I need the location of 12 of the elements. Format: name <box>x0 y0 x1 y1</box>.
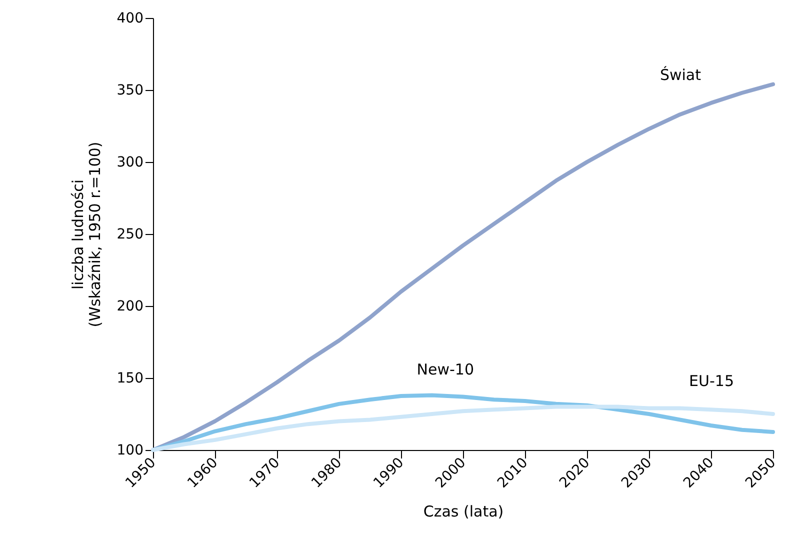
y-tick-label: 250 <box>116 226 144 242</box>
y-tick-label: 150 <box>116 370 144 386</box>
y-axis-title: liczba ludności (Wskaźnik, 1950 r.=100) <box>68 142 104 328</box>
series-label: Świat <box>660 66 702 84</box>
y-tick-label: 400 <box>116 10 144 26</box>
y-tick-label: 300 <box>116 154 144 170</box>
x-axis-title: Czas (lata) <box>423 502 504 521</box>
series-label: New-10 <box>416 360 474 379</box>
y-tick-label: 100 <box>116 442 144 458</box>
y-tick-label: 200 <box>116 298 144 314</box>
series-label: EU-15 <box>689 372 734 390</box>
y-tick-label: 350 <box>116 82 144 98</box>
